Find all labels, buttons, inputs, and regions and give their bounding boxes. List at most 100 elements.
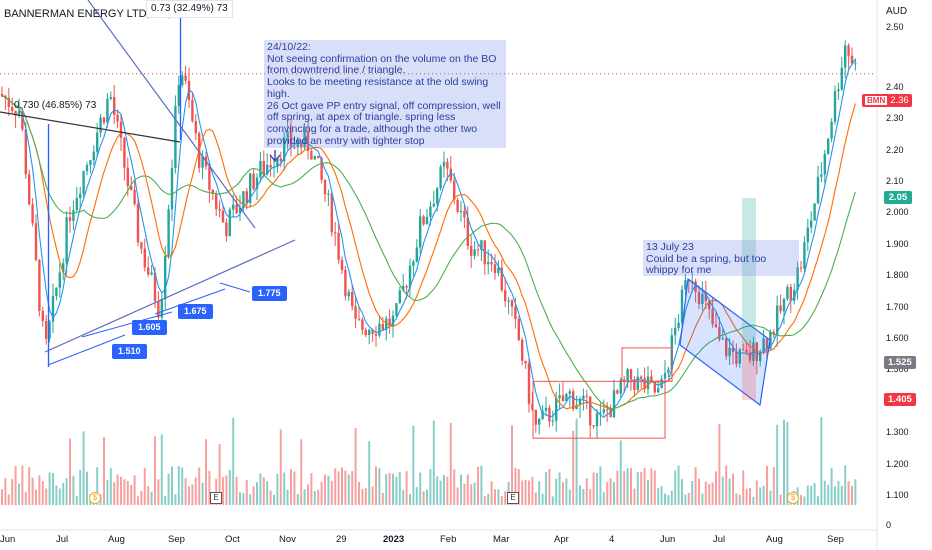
candle-body: [21, 111, 24, 130]
candle-body: [680, 289, 684, 323]
volume-bar: [109, 468, 112, 505]
candle-body: [626, 369, 629, 382]
volume-bar: [337, 471, 340, 505]
volume-bar: [191, 484, 194, 505]
candle-body: [687, 280, 690, 282]
volume-bar: [806, 485, 809, 505]
candle-body: [116, 114, 119, 122]
volume-bar: [643, 467, 646, 505]
volume-bar: [79, 470, 82, 505]
volume-bar: [653, 470, 656, 505]
volume-bar: [69, 438, 71, 505]
volume-bar: [667, 495, 670, 505]
candle-body: [378, 323, 381, 336]
volume-bar: [735, 493, 738, 505]
candle-body: [177, 85, 180, 107]
annotation-note-oct[interactable]: 24/10/22: Not seeing confirmation on the…: [264, 40, 506, 148]
candle-body: [833, 91, 837, 122]
earnings-marker[interactable]: E: [210, 492, 222, 504]
volume-bar: [310, 473, 313, 505]
candle-body: [629, 369, 633, 380]
volume-bar: [715, 471, 717, 505]
candle-body: [82, 171, 85, 194]
candle-body: [310, 150, 313, 160]
volume-bar: [511, 425, 513, 505]
annotation-note-jul[interactable]: 13 July 23 Could be a spring, but too wh…: [643, 240, 799, 276]
candle-body: [109, 97, 112, 99]
volume-bar: [616, 470, 619, 505]
candle-body: [361, 319, 364, 330]
earnings-marker[interactable]: E: [507, 492, 519, 504]
candle-body: [351, 291, 354, 307]
volume-bar: [640, 472, 643, 505]
candle-body: [497, 267, 500, 274]
candle-body: [657, 388, 660, 393]
candle-body: [334, 232, 337, 234]
volume-bar: [449, 422, 452, 505]
volume-bar: [555, 478, 558, 505]
volume-bar: [497, 489, 500, 505]
dividend-marker[interactable]: $: [89, 492, 101, 504]
volume-bar: [619, 440, 622, 505]
volume-bar: [844, 465, 847, 505]
candle-body: [694, 281, 697, 292]
volume-bar: [562, 482, 564, 505]
candle-body: [340, 259, 344, 271]
candle-body: [147, 267, 150, 275]
volume-bar: [303, 489, 306, 505]
candle-body: [816, 176, 820, 204]
price-tick: 2.50: [886, 22, 904, 32]
candle-body: [830, 121, 833, 139]
candle-body: [211, 189, 214, 194]
candle-body: [126, 167, 129, 187]
volume-bar: [415, 487, 418, 505]
candle-body: [759, 352, 762, 362]
time-tick: Sep: [168, 534, 185, 545]
volume-bar: [188, 486, 190, 505]
candle-body: [456, 199, 459, 212]
volume-bar: [776, 424, 779, 505]
volume-bar: [660, 486, 663, 505]
candle-body: [667, 369, 670, 373]
volume-bar: [225, 475, 228, 505]
volume-bar: [473, 482, 476, 505]
volume-bar: [453, 469, 456, 505]
candle-body: [266, 164, 269, 175]
time-tick: Aug: [766, 534, 783, 545]
candle-body: [300, 141, 303, 148]
candle-body: [449, 168, 452, 181]
candle-body: [72, 210, 75, 221]
volume-bar: [429, 469, 432, 505]
volume-bar: [565, 478, 568, 505]
candle-body: [371, 329, 374, 334]
candle-body: [174, 106, 177, 168]
volume-bar: [483, 496, 486, 505]
volume-bar: [847, 481, 850, 505]
candle-body: [650, 376, 653, 382]
time-tick: 4: [609, 534, 615, 545]
candle-body: [636, 376, 639, 390]
volume-bar: [113, 482, 116, 505]
volume-bar: [239, 492, 241, 505]
candle-body: [276, 158, 279, 167]
volume-bar: [48, 472, 51, 505]
candle-body: [548, 407, 551, 422]
candle-body: [820, 174, 823, 177]
volume-bar: [579, 485, 581, 505]
candle-body: [643, 378, 646, 390]
volume-bar: [58, 488, 61, 505]
volume-bar: [490, 481, 493, 505]
price-tick: 1.900: [886, 239, 909, 249]
dividend-marker[interactable]: $: [787, 492, 799, 504]
volume-bar: [174, 494, 177, 505]
candle-body: [558, 395, 561, 399]
candle-body: [521, 339, 524, 361]
time-tick: Apr: [554, 534, 569, 545]
candle-body: [7, 98, 10, 107]
volume-bar: [405, 471, 408, 505]
volume-bar: [137, 496, 139, 505]
volume-bar: [130, 485, 133, 505]
time-tick: Jul: [713, 534, 726, 545]
volume-bar: [524, 479, 527, 505]
